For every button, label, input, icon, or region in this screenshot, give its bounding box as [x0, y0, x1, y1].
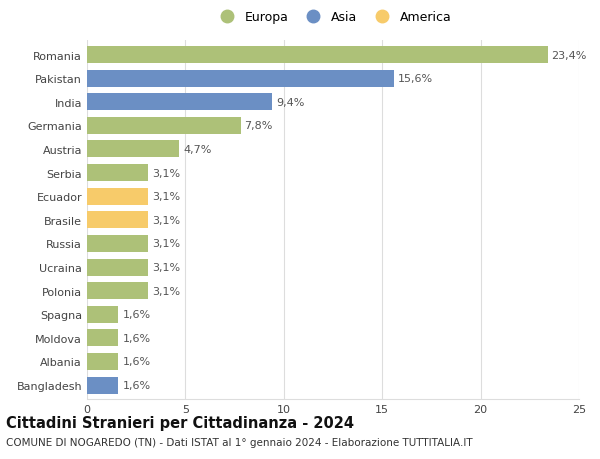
Bar — [87, 188, 148, 205]
Bar — [87, 118, 241, 134]
Text: Cittadini Stranieri per Cittadinanza - 2024: Cittadini Stranieri per Cittadinanza - 2… — [6, 415, 354, 431]
Text: COMUNE DI NOGAREDO (TN) - Dati ISTAT al 1° gennaio 2024 - Elaborazione TUTTITALI: COMUNE DI NOGAREDO (TN) - Dati ISTAT al … — [6, 437, 473, 447]
Text: 3,1%: 3,1% — [152, 286, 180, 296]
Text: 1,6%: 1,6% — [122, 380, 151, 390]
Text: 1,6%: 1,6% — [122, 357, 151, 367]
Text: 1,6%: 1,6% — [122, 333, 151, 343]
Bar — [87, 165, 148, 182]
Text: 3,1%: 3,1% — [152, 263, 180, 273]
Legend: Europa, Asia, America: Europa, Asia, America — [209, 6, 457, 29]
Bar — [87, 330, 118, 347]
Text: 3,1%: 3,1% — [152, 168, 180, 178]
Bar — [87, 47, 548, 64]
Bar — [87, 212, 148, 229]
Text: 1,6%: 1,6% — [122, 309, 151, 319]
Bar — [87, 71, 394, 88]
Bar — [87, 306, 118, 323]
Bar — [87, 259, 148, 276]
Text: 15,6%: 15,6% — [398, 74, 433, 84]
Text: 3,1%: 3,1% — [152, 192, 180, 202]
Bar — [87, 282, 148, 299]
Text: 9,4%: 9,4% — [276, 98, 304, 107]
Bar — [87, 353, 118, 370]
Bar — [87, 377, 118, 394]
Text: 3,1%: 3,1% — [152, 215, 180, 225]
Text: 7,8%: 7,8% — [244, 121, 273, 131]
Bar — [87, 141, 179, 158]
Text: 23,4%: 23,4% — [551, 50, 587, 61]
Text: 4,7%: 4,7% — [184, 145, 212, 155]
Bar — [87, 94, 272, 111]
Text: 3,1%: 3,1% — [152, 239, 180, 249]
Bar — [87, 235, 148, 252]
